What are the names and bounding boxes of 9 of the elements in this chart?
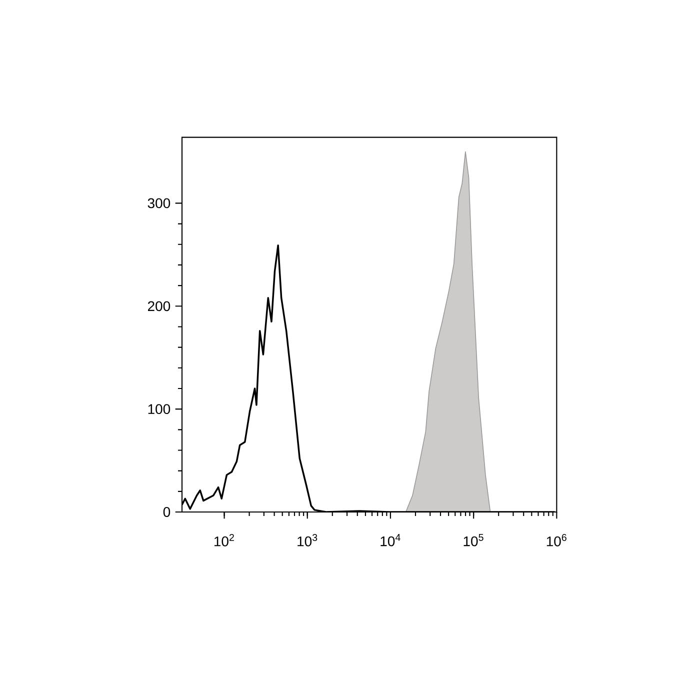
y-tick-label: 300 [148,198,170,208]
x-tick-label: 10$^{3}$ [298,534,318,546]
y-tick-label: 0 [163,507,170,517]
y-tick-label: 100 [148,404,170,414]
x-tick-label: 10$^{5}$ [464,534,484,546]
x-tick-label: 10$^{2}$ [214,534,234,546]
x-tick-label: 10$^{6}$ [546,534,566,546]
y-tick-label: 200 [148,301,170,312]
x-tick-label: 10$^{4}$ [380,534,400,546]
